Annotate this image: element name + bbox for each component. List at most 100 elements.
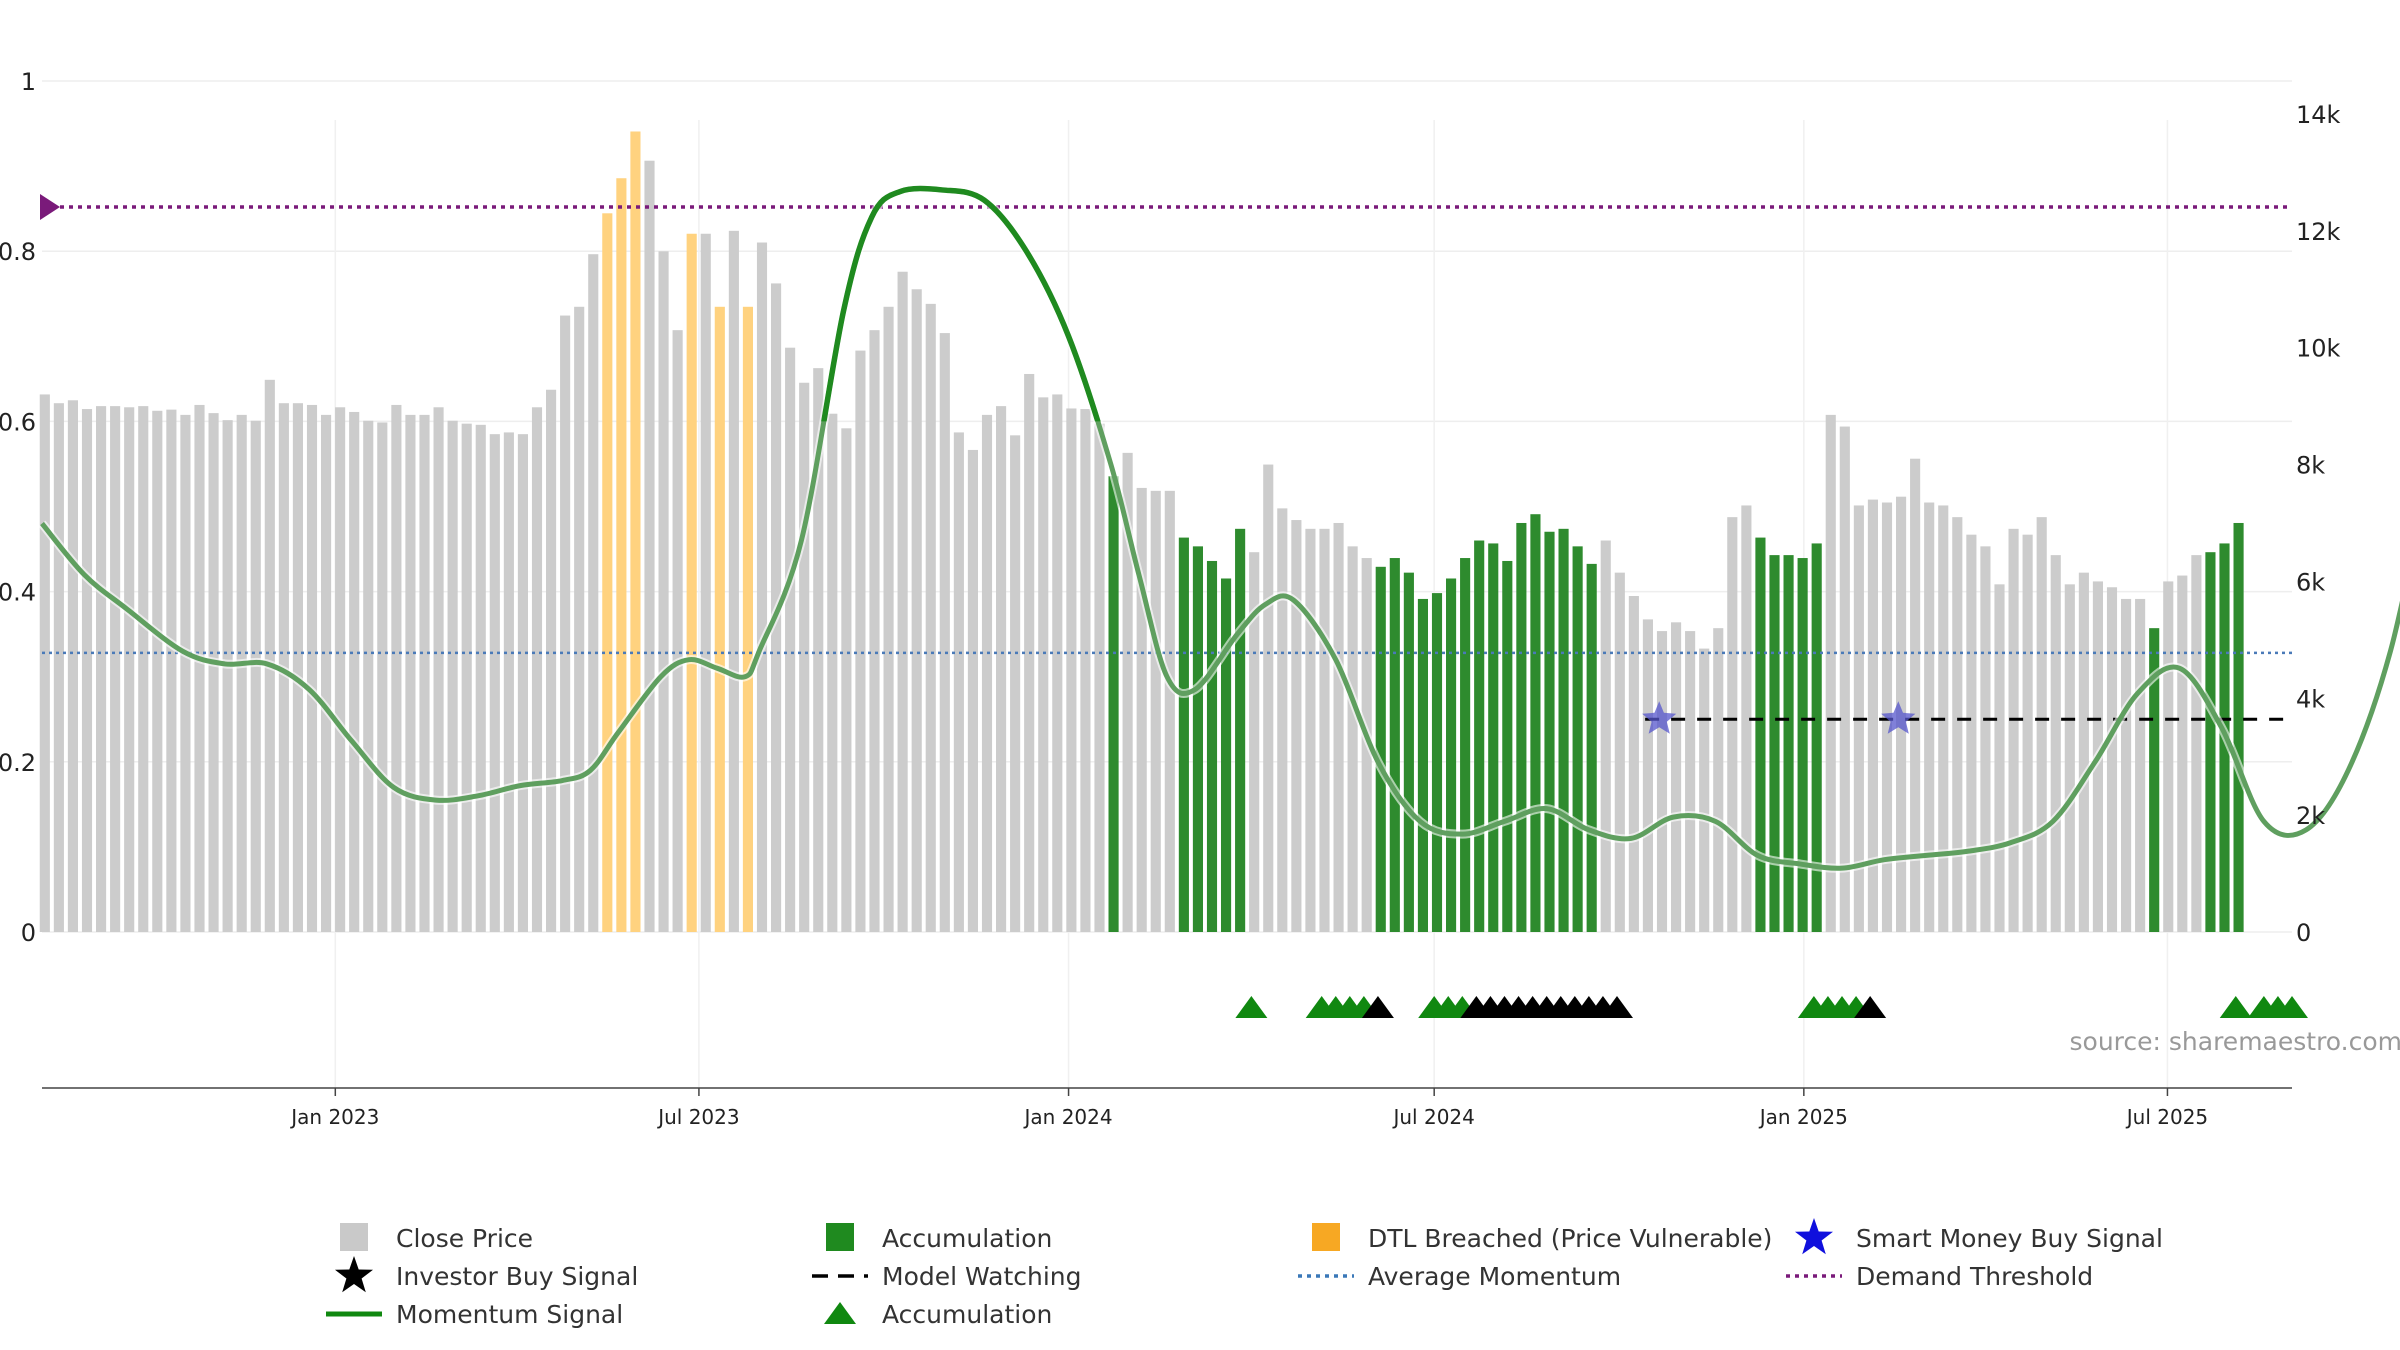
price-bar <box>1642 619 1653 932</box>
price-bar <box>588 254 599 933</box>
price-bar <box>96 406 107 932</box>
legend-label: Momentum Signal <box>396 1300 623 1329</box>
price-bar <box>1347 546 1358 932</box>
legend-swatch <box>340 1223 368 1251</box>
price-bar <box>630 131 641 933</box>
price-bar <box>2135 598 2146 932</box>
price-bar <box>1910 458 1921 932</box>
signal-panel <box>1235 996 2308 1018</box>
price-bar <box>1783 555 1794 932</box>
price-bar <box>686 233 697 932</box>
price-bar <box>349 411 360 932</box>
legend-item: DTL Breached (Price Vulnerable) <box>1312 1223 1772 1253</box>
momentum-lines <box>38 184 2400 873</box>
price-bar <box>981 414 993 933</box>
x-axis-tick-label: Jan 2024 <box>1023 1105 1113 1129</box>
price-bar <box>1164 490 1175 932</box>
price-bar <box>2177 575 2188 932</box>
price-bar <box>883 306 894 932</box>
price-bar <box>1221 578 1232 932</box>
legend-label: Average Momentum <box>1368 1262 1621 1291</box>
price-bar <box>1249 552 1260 932</box>
left-axis-tick-label: 0.2 <box>0 749 36 777</box>
price-bar <box>1952 517 1963 932</box>
price-bar <box>1038 397 1049 933</box>
price-bar <box>475 424 486 932</box>
legend-item: Average Momentum <box>1298 1262 1621 1291</box>
accumulation-triangle-marker <box>2276 996 2308 1018</box>
price-bar <box>531 407 543 933</box>
legend-label: Accumulation <box>882 1300 1052 1329</box>
momentum-line <box>40 186 2400 871</box>
price-bar <box>433 407 444 933</box>
legend-label: Model Watching <box>882 1262 1082 1291</box>
price-bar <box>292 403 303 933</box>
price-bar <box>560 315 571 932</box>
price-bar <box>1994 584 2005 932</box>
price-bar <box>1389 558 1400 932</box>
price-bar <box>489 434 500 932</box>
price-bar <box>714 306 725 932</box>
left-axis-tick-label: 0.8 <box>0 238 36 266</box>
price-bar <box>813 368 824 932</box>
price-bar <box>2233 522 2244 932</box>
price-bar <box>2191 555 2202 932</box>
smart-money-buy-star <box>1881 701 1916 734</box>
right-axis-tick-label: 8k <box>2296 452 2325 480</box>
price-bar <box>2121 598 2132 932</box>
price-bar <box>827 413 838 932</box>
x-axis-tick-label: Jul 2024 <box>1391 1105 1474 1129</box>
investor-triangle-marker <box>1361 996 1394 1018</box>
right-axis-tick-label: 4k <box>2296 685 2325 713</box>
price-bar <box>1066 408 1077 932</box>
price-bar <box>967 449 978 932</box>
price-bar <box>1769 555 1780 932</box>
legend-label: Demand Threshold <box>1856 1262 2093 1291</box>
price-bar <box>1671 622 1682 932</box>
legend-label: Close Price <box>396 1224 533 1253</box>
legend-item: Investor Buy Signal <box>335 1256 638 1293</box>
price-bar <box>546 389 557 933</box>
price-bar <box>1502 560 1513 932</box>
price-bar <box>1474 540 1485 932</box>
price-bar <box>1628 596 1639 932</box>
price-bar <box>2036 517 2047 932</box>
price-bar <box>152 410 163 933</box>
legend-swatch <box>1312 1223 1340 1251</box>
accumulation-triangle-marker <box>2219 996 2252 1018</box>
left-axis-tick-label: 0.4 <box>0 579 36 607</box>
left-axis-tick-label: 1 <box>21 68 36 96</box>
price-bar <box>2050 555 2061 932</box>
price-bar <box>1375 566 1386 932</box>
price-bar <box>1797 558 1808 932</box>
price-bar <box>2078 572 2089 932</box>
legend-star-icon <box>1795 1218 1833 1255</box>
x-axis-tick-label: Jul 2025 <box>2125 1105 2208 1129</box>
price-bar <box>517 434 528 932</box>
price-bar <box>461 423 472 932</box>
price-bar <box>1291 520 1302 932</box>
price-bar <box>81 409 93 933</box>
price-bar <box>672 330 683 932</box>
price-bar <box>799 382 810 932</box>
price-bar <box>1699 648 1710 932</box>
price-bar <box>2149 628 2160 932</box>
legend-item: Close Price <box>340 1223 533 1253</box>
price-bar <box>2008 528 2019 932</box>
price-bar <box>953 432 964 932</box>
price-bar <box>67 400 78 932</box>
price-bar <box>391 404 402 933</box>
x-axis: Jan 2023 Jul 2023 Jan 2024 Jul 2024 Jan 2025… <box>42 1087 2292 1129</box>
right-axis-tick-label: 2k <box>2296 802 2325 830</box>
price-bar <box>1867 499 1878 932</box>
legend-star-icon <box>335 1256 373 1293</box>
price-bar <box>996 406 1007 932</box>
price-bar <box>138 406 149 932</box>
price-bar <box>222 420 233 932</box>
price-bar <box>658 251 669 932</box>
price-bar <box>447 420 458 932</box>
price-bar <box>756 242 768 932</box>
price-bar <box>1010 435 1021 932</box>
price-bar <box>1460 558 1471 932</box>
